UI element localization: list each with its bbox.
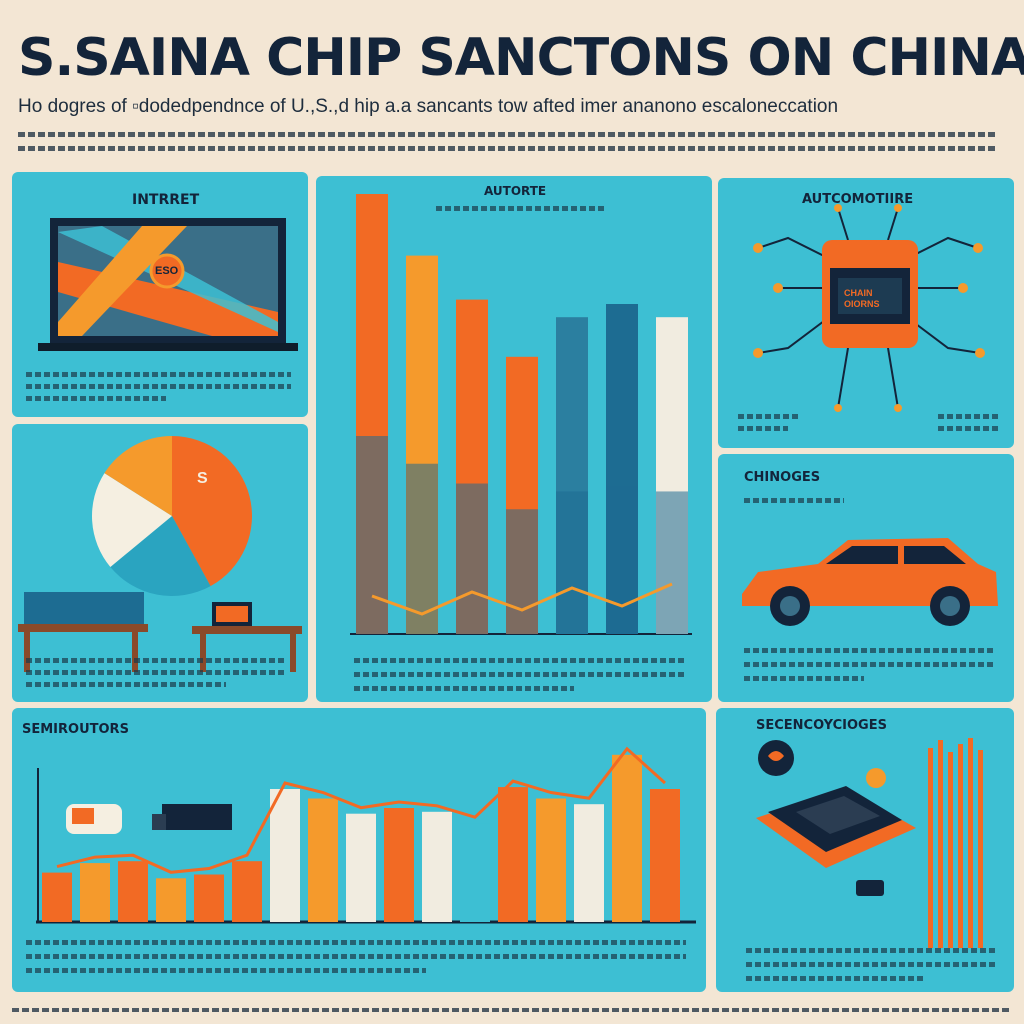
center-chart-bar-shade bbox=[456, 483, 488, 634]
chinoges-panel: CHINOGES bbox=[718, 454, 1014, 702]
secondary-panel: SECENCOYCIOGES bbox=[716, 708, 1014, 992]
car-illustration bbox=[742, 538, 998, 626]
bottom-chart-bar bbox=[346, 813, 376, 922]
bottom-chart-bar bbox=[498, 787, 528, 922]
bottom-chart-bar bbox=[80, 863, 110, 922]
desk-illustration bbox=[18, 592, 302, 672]
bottom-chart-bar bbox=[232, 861, 262, 922]
pie-chart bbox=[92, 436, 253, 596]
bottom-chart-bar bbox=[270, 789, 300, 922]
semiconductor-bar-chart bbox=[36, 746, 696, 924]
center-chart-panel: AUTORTE bbox=[316, 176, 712, 702]
bottom-chart-bar bbox=[612, 754, 642, 922]
bottom-chart-bar bbox=[536, 798, 566, 922]
pie-badge: S bbox=[197, 470, 208, 487]
internet-panel: INTRRET ESO bbox=[12, 172, 308, 417]
pie-slice bbox=[92, 473, 172, 567]
pie-slice bbox=[110, 516, 211, 596]
semiconductors-panel-label: SEMIROUTORS bbox=[22, 722, 129, 737]
screen-badge: ESO bbox=[155, 265, 179, 277]
center-chart-bar-shade bbox=[556, 491, 588, 634]
bottom-chart-bar bbox=[460, 823, 490, 922]
bottom-chart-bar bbox=[194, 874, 224, 922]
chip-illustration bbox=[753, 204, 985, 412]
center-chart-label: AUTORTE bbox=[484, 184, 547, 198]
chip-text: CHAIN OIORNS bbox=[844, 288, 880, 309]
semiconductors-panel: SEMIROUTORS bbox=[12, 708, 706, 992]
automotive-panel: AUTCOMOTIIRE CHAIN OIORNS bbox=[718, 178, 1014, 448]
bottom-chart-trend-line bbox=[56, 746, 667, 874]
bottom-chart-bar bbox=[422, 811, 452, 922]
bottom-chart-bar bbox=[574, 804, 604, 922]
center-bar-chart bbox=[350, 194, 692, 635]
center-chart-bar-shade bbox=[506, 509, 538, 634]
center-chart-bar-shade bbox=[656, 491, 688, 634]
center-chart-bar-shade bbox=[356, 436, 388, 634]
internet-panel-label: INTRRET bbox=[132, 192, 200, 208]
pie-panel: S bbox=[12, 424, 308, 702]
pie-slice bbox=[172, 436, 253, 587]
bottom-chart-bar bbox=[156, 878, 186, 922]
center-chart-trend-line bbox=[371, 582, 673, 616]
processor-illustration bbox=[756, 738, 983, 948]
bottom-chart-bar bbox=[308, 798, 338, 922]
center-chart-bar-shade bbox=[606, 485, 638, 634]
bottom-chart-bar bbox=[42, 872, 72, 922]
bottom-chart-bar bbox=[118, 861, 148, 922]
bottom-chart-bar bbox=[650, 789, 680, 922]
truck-illustration bbox=[66, 804, 232, 834]
laptop-illustration bbox=[38, 218, 298, 351]
bottom-chart-bar bbox=[384, 808, 414, 922]
automotive-panel-label: AUTCOMOTIIRE bbox=[802, 192, 914, 207]
page-title: S.SAINA CHIP SANCTONS ON CHINA bbox=[18, 28, 1024, 88]
secondary-panel-label: SECENCOYCIOGES bbox=[756, 718, 887, 733]
chinoges-panel-label: CHINOGES bbox=[744, 470, 821, 485]
page-subtitle: Ho dogres of ▫dodedpendnce of U.,S.,d hi… bbox=[18, 96, 839, 117]
center-chart-bar-shade bbox=[406, 463, 438, 634]
pie-slice bbox=[104, 436, 172, 516]
